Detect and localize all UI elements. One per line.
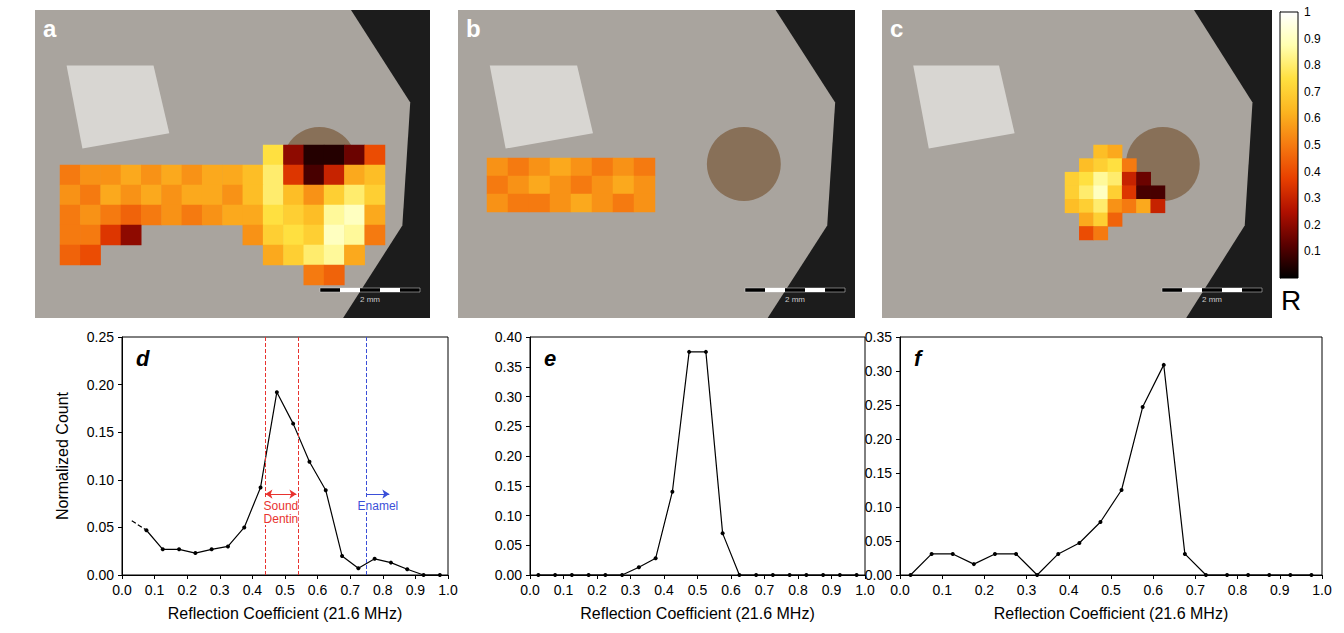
svg-text:0.4: 0.4	[1304, 165, 1321, 179]
svg-text:0.05: 0.05	[87, 519, 114, 535]
svg-text:f: f	[914, 346, 924, 371]
svg-text:0.05: 0.05	[865, 533, 892, 549]
svg-text:0.6: 0.6	[1143, 582, 1163, 598]
svg-text:0.7: 0.7	[1186, 582, 1206, 598]
svg-text:b: b	[466, 15, 481, 42]
svg-text:0.9: 0.9	[406, 582, 426, 598]
svg-text:2 mm: 2 mm	[785, 295, 805, 304]
svg-text:0.1: 0.1	[145, 582, 165, 598]
svg-text:0.0: 0.0	[520, 582, 540, 598]
svg-text:0.3: 0.3	[621, 582, 641, 598]
svg-text:Enamel: Enamel	[358, 499, 399, 513]
svg-text:1: 1	[1304, 5, 1311, 19]
svg-text:0.8: 0.8	[1304, 58, 1321, 72]
svg-text:0.2: 0.2	[975, 582, 995, 598]
svg-text:0.20: 0.20	[87, 377, 114, 393]
svg-text:c: c	[890, 15, 903, 42]
svg-text:Reflection Coefficient (21.6 M: Reflection Coefficient (21.6 MHz)	[994, 605, 1228, 622]
svg-text:0.5: 0.5	[275, 582, 295, 598]
svg-text:0.25: 0.25	[87, 329, 114, 345]
svg-text:0.25: 0.25	[495, 418, 522, 434]
svg-text:0.3: 0.3	[1304, 191, 1321, 205]
svg-text:Reflection Coefficient (21.6 M: Reflection Coefficient (21.6 MHz)	[580, 605, 814, 622]
svg-text:0.2: 0.2	[177, 582, 197, 598]
svg-text:0.10: 0.10	[495, 508, 522, 524]
svg-text:d: d	[136, 346, 150, 371]
svg-text:1.0: 1.0	[855, 582, 875, 598]
svg-text:2 mm: 2 mm	[1202, 295, 1222, 304]
svg-text:0.7: 0.7	[755, 582, 775, 598]
svg-text:0.5: 0.5	[688, 582, 708, 598]
svg-text:1.0: 1.0	[438, 582, 458, 598]
svg-text:Dentin: Dentin	[264, 512, 299, 526]
svg-text:0.25: 0.25	[865, 397, 892, 413]
svg-text:0.5: 0.5	[1304, 138, 1321, 152]
svg-text:0.4: 0.4	[654, 582, 674, 598]
svg-text:0.8: 0.8	[788, 582, 808, 598]
svg-text:0.7: 0.7	[1304, 85, 1321, 99]
svg-text:0.0: 0.0	[890, 582, 910, 598]
svg-text:e: e	[544, 346, 556, 371]
svg-text:0.20: 0.20	[865, 431, 892, 447]
svg-text:Reflection Coefficient (21.6 M: Reflection Coefficient (21.6 MHz)	[168, 605, 402, 622]
svg-text:0.9: 0.9	[822, 582, 842, 598]
svg-text:0.1: 0.1	[932, 582, 952, 598]
svg-text:0.15: 0.15	[87, 424, 114, 440]
svg-text:0.8: 0.8	[373, 582, 393, 598]
svg-text:Normalized Count: Normalized Count	[54, 391, 71, 520]
svg-text:0.15: 0.15	[865, 465, 892, 481]
svg-text:0.4: 0.4	[1059, 582, 1079, 598]
svg-text:0.40: 0.40	[495, 329, 522, 345]
svg-text:2 mm: 2 mm	[360, 295, 380, 304]
svg-text:0.35: 0.35	[865, 329, 892, 345]
svg-text:0.05: 0.05	[495, 537, 522, 553]
svg-text:a: a	[43, 15, 57, 42]
svg-text:0.35: 0.35	[495, 359, 522, 375]
svg-text:0.6: 0.6	[721, 582, 741, 598]
svg-text:0.3: 0.3	[210, 582, 230, 598]
svg-text:0.00: 0.00	[865, 567, 892, 583]
svg-text:0.1: 0.1	[554, 582, 574, 598]
svg-text:0.9: 0.9	[1270, 582, 1290, 598]
svg-text:0.3: 0.3	[1017, 582, 1037, 598]
svg-text:0.30: 0.30	[865, 363, 892, 379]
svg-text:0.6: 0.6	[308, 582, 328, 598]
svg-text:1.0: 1.0	[1312, 582, 1332, 598]
svg-text:0.2: 0.2	[1304, 218, 1321, 232]
svg-text:0.30: 0.30	[495, 389, 522, 405]
svg-text:0.00: 0.00	[495, 567, 522, 583]
svg-text:Sound: Sound	[264, 499, 299, 513]
svg-text:0.7: 0.7	[340, 582, 360, 598]
svg-text:0.1: 0.1	[1304, 244, 1321, 258]
svg-text:0.0: 0.0	[112, 582, 132, 598]
svg-text:0.9: 0.9	[1304, 32, 1321, 46]
svg-text:0.20: 0.20	[495, 448, 522, 464]
svg-text:0.5: 0.5	[1101, 582, 1121, 598]
svg-text:0.2: 0.2	[587, 582, 607, 598]
svg-text:R: R	[1281, 285, 1301, 316]
svg-text:0.6: 0.6	[1304, 111, 1321, 125]
svg-text:0.15: 0.15	[495, 478, 522, 494]
svg-text:0.10: 0.10	[87, 472, 114, 488]
svg-text:0.10: 0.10	[865, 499, 892, 515]
svg-text:0.00: 0.00	[87, 567, 114, 583]
svg-text:0.8: 0.8	[1228, 582, 1248, 598]
svg-text:0.4: 0.4	[243, 582, 263, 598]
